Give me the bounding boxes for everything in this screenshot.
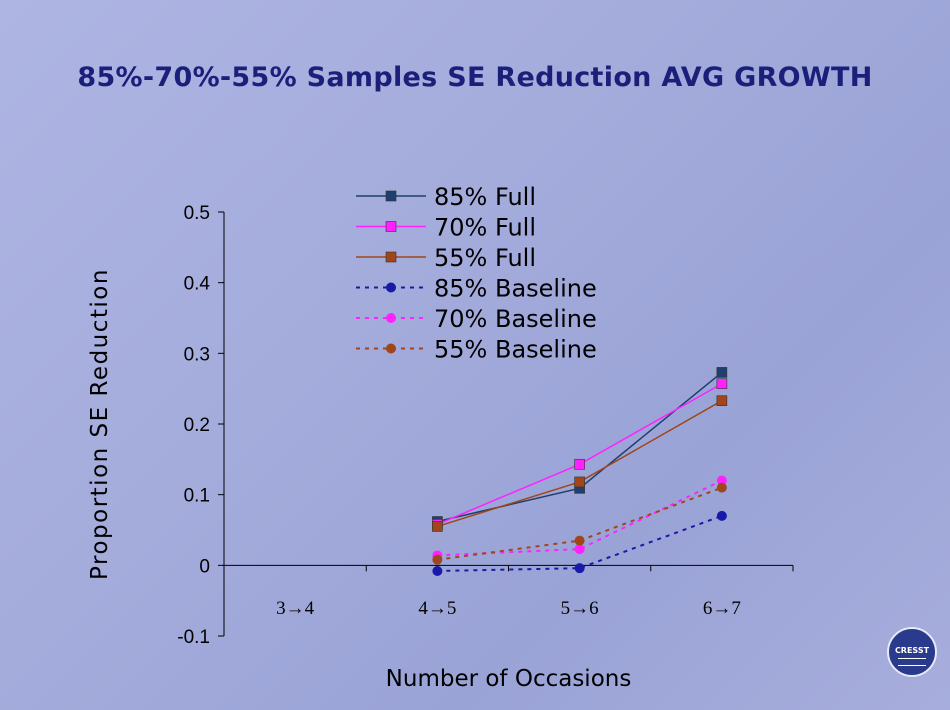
data-point [716, 367, 728, 378]
series-line [437, 486, 723, 561]
data-point [574, 535, 585, 546]
x-tick-label: 5→6 [561, 598, 599, 619]
data-point [432, 554, 443, 565]
data-point [716, 510, 727, 521]
x-tick-label: 6→7 [703, 598, 741, 619]
y-axis-label: Proportion SE Reduction [87, 268, 113, 580]
legend-label: 55% Baseline [434, 336, 597, 364]
legend-label: 85% Full [434, 183, 536, 211]
legend-marker [385, 251, 397, 263]
y-tick-label: 0.2 [184, 415, 210, 436]
legend-label: 85% Baseline [434, 275, 597, 303]
slide-title: 85%-70%-55% Samples SE Reduction AVG GRO… [77, 62, 873, 93]
series-line [437, 514, 723, 572]
legend-marker [385, 190, 397, 202]
legend-marker [385, 221, 397, 232]
data-point [432, 565, 443, 576]
legend-marker [386, 282, 396, 293]
y-tick-label: 0.1 [184, 486, 210, 507]
data-point [574, 563, 585, 574]
data-point [716, 475, 727, 486]
y-tick-label: 0 [199, 556, 210, 577]
legend-marker [386, 343, 396, 354]
data-point [574, 458, 585, 470]
legend-label: 70% Full [434, 214, 536, 242]
x-tick-label: 3→4 [276, 598, 315, 619]
data-point [716, 395, 728, 406]
data-point [574, 544, 585, 555]
cresst-logo: CRESST [887, 627, 937, 677]
x-axis-label: Number of Occasions [386, 666, 632, 692]
logo-text: CRESST [894, 646, 930, 655]
series-line [437, 371, 723, 523]
legend-label: 70% Baseline [434, 305, 597, 333]
y-tick-label: 0.5 [184, 203, 210, 224]
data-point [716, 482, 727, 493]
y-tick-label: 0.3 [184, 344, 210, 365]
data-point [432, 521, 443, 532]
data-point [716, 378, 728, 390]
data-point [574, 476, 585, 488]
logo-wave-icon [898, 658, 926, 666]
legend-label: 55% Full [434, 244, 536, 272]
series-line [437, 383, 723, 526]
x-tick-label: 4→5 [418, 598, 456, 619]
y-tick-label: 0.4 [184, 274, 211, 295]
legend-marker [386, 313, 396, 323]
y-tick-label: -0.1 [177, 627, 210, 648]
